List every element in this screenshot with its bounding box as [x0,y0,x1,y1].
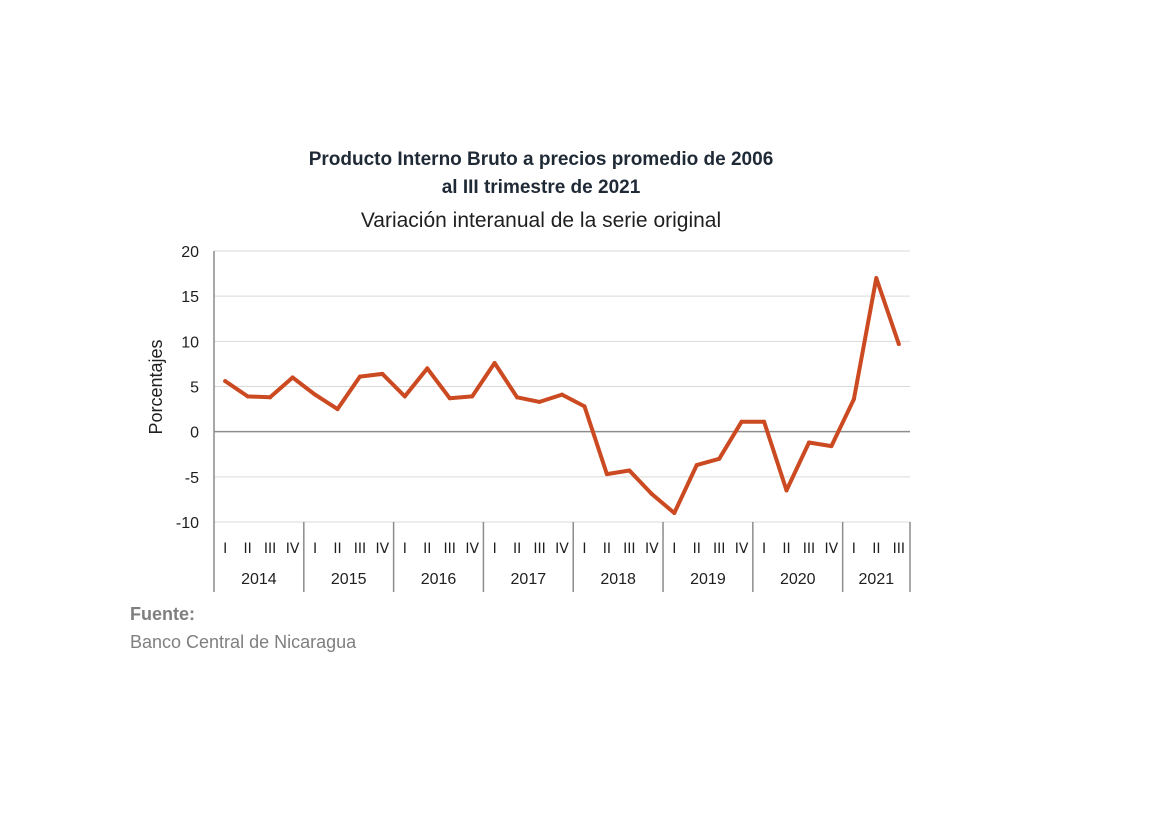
year-label: 2018 [600,571,636,588]
y-tick-label: -10 [176,515,199,532]
quarter-label: III [713,541,725,557]
y-tick-label: 10 [181,334,199,351]
quarter-label: I [582,541,586,557]
quarter-label: I [672,541,676,557]
quarter-label: III [803,541,815,557]
data-point [851,397,856,402]
data-point [582,404,587,409]
grid-lines [214,250,910,523]
data-point [560,392,564,397]
source-heading: Fuente: [130,604,195,624]
data-point [380,371,385,376]
year-label: 2017 [511,571,547,588]
year-label: 2021 [859,571,895,588]
data-point [313,392,318,397]
quarter-label: I [223,541,227,557]
data-point [762,419,767,424]
quarter-label: I [493,541,497,557]
quarter-label: II [513,541,521,557]
data-point [492,361,497,366]
data-point [694,463,699,468]
data-point [649,491,654,496]
data-point [739,419,744,424]
y-tick-label: 20 [181,244,199,261]
y-tick-labels: 20 15 10 5 0 -5 -10 [176,244,199,532]
data-point [672,510,677,515]
data-point [627,468,632,473]
y-tick-label: 15 [181,289,199,306]
quarter-label: II [782,541,790,557]
data-point [402,394,407,399]
y-tick-label: -5 [185,470,199,487]
y-tick-label: 0 [190,425,199,442]
data-point [784,488,789,493]
quarter-label: IV [465,541,479,557]
data-point [604,472,609,477]
quarter-label: IV [735,541,749,557]
data-point [537,399,542,404]
data-point [470,394,475,399]
quarter-label: IV [286,541,300,557]
quarter-label: III [623,541,635,557]
data-point [335,407,340,412]
chart-title-line2: al III trimestre de 2021 [442,177,641,198]
quarter-label: I [852,541,856,557]
data-point [245,394,250,399]
data-point [357,374,362,379]
data-point [268,395,273,400]
axes [213,251,910,592]
data-point [447,396,452,401]
quarter-label: II [333,541,341,557]
quarter-label: IV [645,541,659,557]
data-point [806,440,811,445]
year-label: 2020 [780,571,816,588]
series-layer [223,276,901,515]
data-point [717,456,722,461]
quarter-label: II [244,541,252,557]
quarter-label: IV [825,541,839,557]
quarter-label: IV [555,541,569,557]
chart-title-line1: Producto Interno Bruto a precios promedi… [309,149,774,170]
data-point [829,444,834,449]
data-point [290,375,295,380]
chart-subtitle: Variación interanual de la serie origina… [361,209,721,232]
quarter-label: IV [376,541,390,557]
data-point [896,342,901,347]
quarter-label: III [533,541,545,557]
quarter-label: II [603,541,611,557]
quarter-label: II [693,541,701,557]
year-label: 2016 [421,571,457,588]
y-tick-label: 5 [190,380,199,397]
year-label: 2014 [241,571,277,588]
data-point [223,379,228,384]
quarter-label: III [444,541,456,557]
year-label: 2019 [690,571,726,588]
quarter-label: II [872,541,880,557]
data-point [515,395,520,400]
year-label: 2015 [331,571,367,588]
quarter-label: I [313,541,317,557]
quarter-label: III [264,541,276,557]
data-point [425,366,430,371]
y-axis-label: Porcentajes [146,339,166,434]
quarter-label: III [893,541,905,557]
quarter-label: III [354,541,366,557]
data-point [874,276,879,281]
quarter-label: I [403,541,407,557]
quarter-label: I [762,541,766,557]
source-text: Banco Central de Nicaragua [130,632,357,652]
quarter-label: II [423,541,431,557]
x-axis-categories: I II III IV I II III IV I II III IV I II III IV I II III IV… [223,522,911,592]
